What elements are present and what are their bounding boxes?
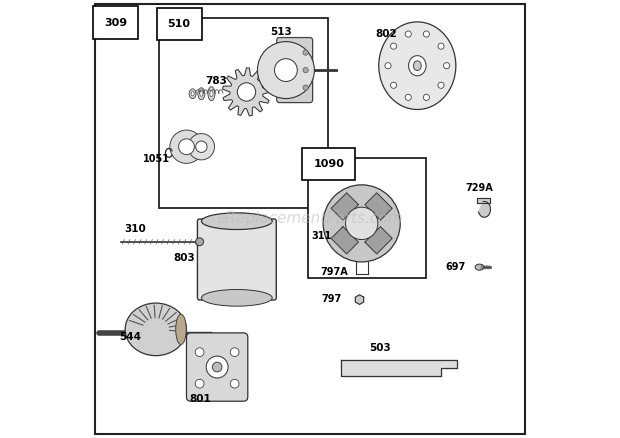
- Text: 802: 802: [376, 29, 397, 39]
- Ellipse shape: [409, 56, 426, 76]
- Circle shape: [230, 348, 239, 357]
- Ellipse shape: [198, 88, 205, 100]
- Text: 783: 783: [205, 76, 227, 86]
- Polygon shape: [355, 295, 364, 304]
- Circle shape: [188, 134, 215, 160]
- Text: 1051: 1051: [143, 154, 170, 163]
- Text: 797A: 797A: [320, 267, 348, 276]
- Circle shape: [237, 83, 255, 101]
- Polygon shape: [365, 193, 392, 220]
- Circle shape: [443, 63, 449, 69]
- Circle shape: [257, 42, 314, 99]
- Ellipse shape: [175, 314, 186, 344]
- Ellipse shape: [189, 89, 196, 99]
- Text: 311: 311: [311, 231, 332, 240]
- Text: eReplacementParts.com: eReplacementParts.com: [216, 212, 404, 226]
- Text: 697: 697: [445, 262, 466, 272]
- Circle shape: [405, 94, 411, 100]
- Polygon shape: [340, 360, 457, 376]
- Circle shape: [438, 43, 444, 49]
- Circle shape: [195, 379, 204, 388]
- Ellipse shape: [125, 303, 187, 356]
- Circle shape: [391, 43, 397, 49]
- Text: 309: 309: [104, 18, 127, 28]
- Polygon shape: [477, 198, 490, 203]
- Circle shape: [206, 356, 228, 378]
- Polygon shape: [223, 68, 270, 116]
- Circle shape: [230, 379, 239, 388]
- Polygon shape: [331, 226, 358, 254]
- Circle shape: [170, 130, 203, 163]
- Circle shape: [303, 50, 308, 55]
- Circle shape: [196, 141, 207, 152]
- Circle shape: [438, 82, 444, 88]
- Ellipse shape: [414, 61, 421, 71]
- Ellipse shape: [191, 92, 194, 96]
- Circle shape: [195, 348, 204, 357]
- Circle shape: [385, 63, 391, 69]
- Ellipse shape: [379, 22, 456, 110]
- Text: 1090: 1090: [314, 159, 344, 169]
- Circle shape: [391, 82, 397, 88]
- Text: 797: 797: [321, 294, 342, 304]
- Circle shape: [423, 94, 430, 100]
- FancyBboxPatch shape: [277, 38, 312, 102]
- Circle shape: [196, 238, 203, 246]
- Circle shape: [303, 67, 308, 73]
- Text: 503: 503: [369, 343, 391, 353]
- Text: 803: 803: [173, 254, 195, 263]
- Ellipse shape: [475, 264, 484, 270]
- Bar: [159, 18, 327, 208]
- Circle shape: [423, 31, 430, 37]
- Ellipse shape: [202, 213, 272, 230]
- Polygon shape: [331, 193, 358, 220]
- Ellipse shape: [200, 91, 203, 96]
- Circle shape: [275, 59, 298, 81]
- Circle shape: [405, 31, 411, 37]
- Polygon shape: [479, 201, 490, 217]
- Ellipse shape: [202, 290, 272, 306]
- Bar: [308, 158, 426, 278]
- Circle shape: [345, 207, 378, 240]
- FancyBboxPatch shape: [197, 219, 277, 300]
- Circle shape: [323, 185, 401, 262]
- Ellipse shape: [210, 91, 213, 97]
- Polygon shape: [365, 226, 392, 254]
- Text: 510: 510: [167, 19, 191, 29]
- Text: 544: 544: [120, 332, 141, 342]
- Text: 729A: 729A: [466, 183, 494, 193]
- Circle shape: [179, 139, 194, 155]
- Text: 310: 310: [124, 224, 146, 234]
- Circle shape: [303, 85, 308, 90]
- Text: 513: 513: [271, 27, 293, 37]
- Ellipse shape: [208, 87, 215, 101]
- Circle shape: [212, 362, 222, 372]
- Text: 801: 801: [190, 394, 211, 403]
- FancyBboxPatch shape: [187, 333, 248, 401]
